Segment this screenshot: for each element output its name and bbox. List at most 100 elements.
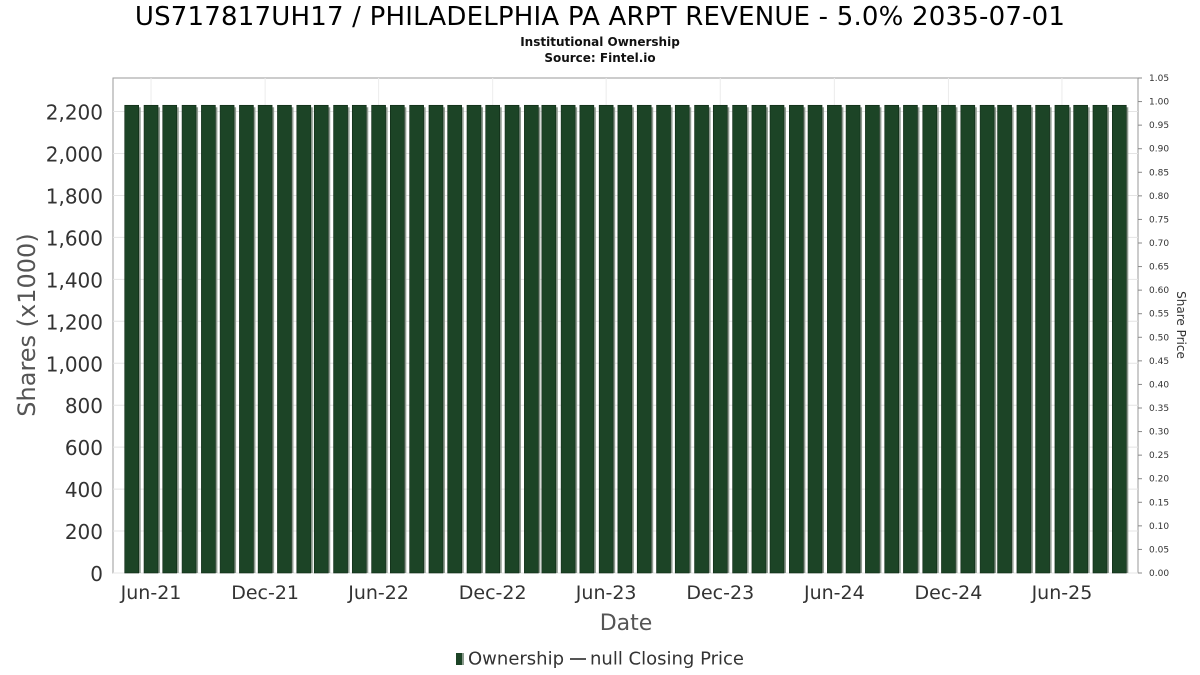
y-tick-label: 2,000 [46,143,103,167]
legend-swatch-ownership [456,653,465,665]
ownership-bar [162,104,178,574]
x-tick-label: Dec-23 [686,582,754,604]
x-axis-label: Date [600,611,653,636]
ownership-bar [941,104,956,574]
y2-tick-label: 0.35 [1149,404,1169,414]
ownership-bar [712,104,728,574]
ownership-bar [390,104,405,574]
y2-axis: 0.00 0.05 0.10 0.15 0.20 0.25 0.30 0.35 0.40 0.45… [1138,74,1169,579]
y-tick-label: 1,400 [46,268,103,292]
y2-tick-label: 0.90 [1149,145,1169,155]
ownership-bar [1073,104,1088,574]
ownership-bar [124,104,140,574]
y2-tick-label: 1.00 [1149,98,1169,108]
y2-tick-label: 0.45 [1149,357,1169,367]
ownership-bar [789,104,804,574]
x-tick-label: Jun-24 [803,582,865,604]
ownership-bar [865,104,880,574]
ownership-bar [769,104,785,574]
ownership-bar [884,104,900,574]
y2-tick-label: 0.55 [1149,310,1169,320]
y-axis: 0 200 400 600 800 1,000 1,200 1,400 1,600 1,800 2,… [46,101,103,586]
y-tick-label: 800 [65,394,103,418]
ownership-bar [579,104,595,574]
y2-tick-label: 0.15 [1149,498,1169,508]
ownership-bar [219,104,235,574]
ownership-bar [447,104,462,574]
y2-tick-label: 1.05 [1149,74,1169,84]
ownership-bar [1054,104,1070,574]
x-tick-label: Jun-21 [120,582,182,604]
y2-tick-label: 0.25 [1149,451,1169,461]
ownership-bar [997,104,1012,574]
ownership-bar [845,104,861,574]
y2-tick-label: 0.50 [1149,333,1169,343]
y2-tick-label: 0.40 [1149,380,1169,390]
x-axis: Jun-21 Dec-21 Jun-22 Dec-22 Jun-23 Dec-23 Jun-… [120,582,1093,604]
ownership-bar [371,104,386,574]
y-axis-label: Shares (x1000) [13,233,41,416]
chart-subtitle: Institutional Ownership [520,35,680,49]
ownership-bar [979,104,995,574]
chart-source: Source: Fintel.io [544,51,656,65]
ownership-bar [1092,104,1108,574]
legend-swatch-closing-price [570,658,587,660]
ownership-bar [428,104,444,574]
x-tick-label: Dec-21 [231,582,299,604]
y-tick-label: 200 [65,520,103,544]
y2-axis-label: Share Price [1174,291,1188,359]
ownership-bar [466,104,482,574]
y-tick-label: 1,600 [46,226,103,250]
y-tick-label: 1,200 [46,310,103,334]
legend-label-closing-price: null Closing Price [590,648,744,670]
y2-tick-label: 0.85 [1149,168,1169,178]
ownership-bar [485,104,500,574]
ownership-bar [277,104,292,574]
ownership-bar [201,104,216,574]
y2-tick-label: 0.60 [1149,286,1169,296]
legend-label-ownership: Ownership [468,648,565,670]
ownership-bar [694,104,709,574]
x-tick-label: Jun-22 [347,582,409,604]
ownership-bar [313,104,329,574]
y2-tick-label: 0.70 [1149,239,1169,249]
ownership-bar [524,104,539,574]
x-tick-label: Dec-24 [915,582,983,604]
ownership-bar [409,104,424,574]
y2-tick-label: 0.80 [1149,192,1169,202]
y2-tick-label: 0.95 [1149,121,1169,131]
ownership-bar [922,104,938,574]
legend: Ownership null Closing Price [0,648,1200,670]
ownership-bar [296,104,312,574]
ownership-bar [333,104,348,574]
y2-tick-label: 0.30 [1149,428,1169,438]
ownership-bar [181,104,197,574]
y2-tick-label: 0.00 [1149,569,1169,579]
ownership-bar [143,104,159,574]
ownership-bar [674,104,690,574]
y2-tick-label: 0.20 [1149,475,1169,485]
ownership-bar [239,104,254,574]
y-tick-label: 600 [65,436,103,460]
ownership-bar [504,104,520,574]
ownership-bar [903,104,918,574]
y2-tick-label: 0.65 [1149,263,1169,273]
ownership-bar [1035,104,1050,574]
ownership-bar [560,104,576,574]
y-tick-label: 1,800 [46,184,103,208]
ownership-bar [598,104,614,574]
ownership-bar [807,104,823,574]
ownership-bar [636,104,652,574]
ownership-bar [1111,104,1127,574]
y2-tick-label: 0.05 [1149,545,1169,555]
ownership-bars [124,104,1129,574]
ownership-bar [827,104,842,574]
x-tick-label: Dec-22 [459,582,527,604]
ownership-bar [656,104,671,574]
ownership-bar [617,104,633,574]
ownership-bar [351,104,367,574]
y-tick-label: 400 [65,478,103,502]
ownership-bar [960,104,976,574]
ownership-bar [751,104,767,574]
